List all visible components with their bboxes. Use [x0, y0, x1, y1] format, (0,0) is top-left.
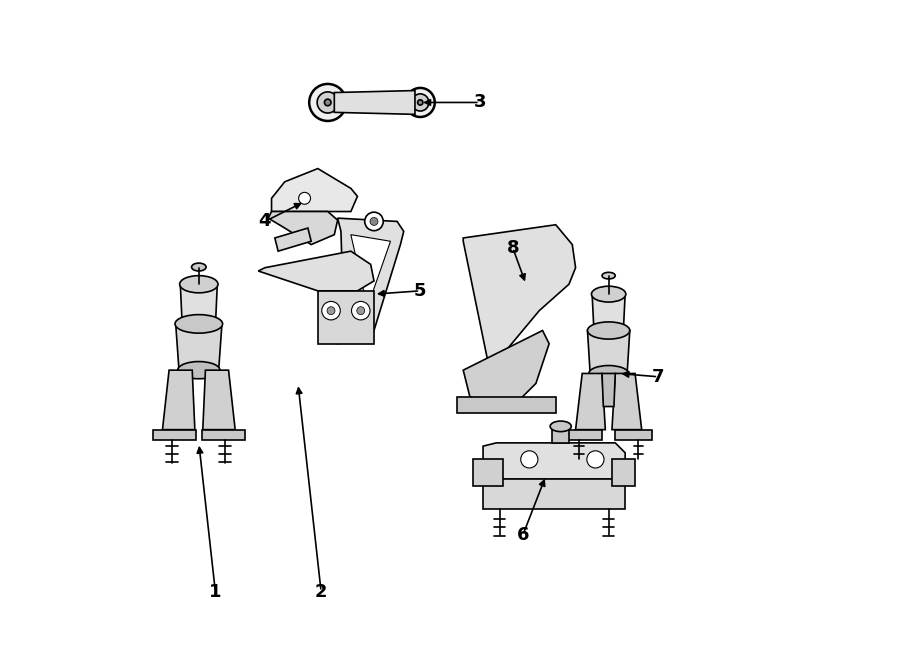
Text: 7: 7 — [652, 368, 664, 386]
Text: 2: 2 — [315, 582, 328, 601]
Ellipse shape — [177, 362, 220, 379]
Polygon shape — [334, 91, 415, 114]
Polygon shape — [464, 225, 576, 370]
Ellipse shape — [589, 366, 628, 381]
Ellipse shape — [182, 317, 216, 331]
Circle shape — [324, 99, 331, 106]
Ellipse shape — [550, 421, 572, 432]
Circle shape — [317, 92, 338, 113]
Polygon shape — [616, 430, 652, 440]
Polygon shape — [351, 235, 391, 307]
Polygon shape — [202, 370, 235, 430]
Polygon shape — [464, 330, 549, 410]
Text: 4: 4 — [258, 212, 271, 231]
Circle shape — [411, 94, 428, 111]
Polygon shape — [602, 373, 616, 407]
Polygon shape — [592, 294, 626, 334]
Circle shape — [310, 84, 346, 121]
Polygon shape — [483, 479, 626, 509]
Polygon shape — [331, 314, 364, 344]
Polygon shape — [176, 324, 222, 370]
Polygon shape — [258, 251, 374, 291]
Ellipse shape — [175, 315, 222, 333]
Polygon shape — [338, 218, 404, 334]
Circle shape — [521, 451, 538, 468]
Polygon shape — [163, 370, 195, 430]
Ellipse shape — [180, 276, 218, 293]
Polygon shape — [553, 430, 569, 443]
Circle shape — [356, 307, 365, 315]
Ellipse shape — [593, 324, 624, 337]
Polygon shape — [202, 430, 245, 440]
Polygon shape — [576, 373, 606, 430]
Text: 3: 3 — [473, 93, 486, 112]
Ellipse shape — [588, 322, 630, 339]
Text: 5: 5 — [414, 282, 427, 300]
Circle shape — [299, 192, 310, 204]
Polygon shape — [612, 373, 642, 430]
Polygon shape — [456, 397, 556, 413]
Circle shape — [322, 301, 340, 320]
Circle shape — [370, 217, 378, 225]
Ellipse shape — [192, 263, 206, 271]
Polygon shape — [268, 212, 338, 245]
Polygon shape — [566, 430, 602, 440]
Polygon shape — [473, 459, 503, 486]
Text: 8: 8 — [507, 239, 519, 257]
Text: 1: 1 — [209, 582, 221, 601]
Polygon shape — [180, 284, 217, 327]
Polygon shape — [588, 330, 630, 373]
Circle shape — [327, 307, 335, 315]
Polygon shape — [483, 443, 626, 479]
Polygon shape — [274, 228, 311, 251]
Text: 6: 6 — [517, 526, 529, 545]
Circle shape — [364, 212, 383, 231]
Circle shape — [406, 88, 435, 117]
Circle shape — [418, 100, 423, 105]
Circle shape — [352, 301, 370, 320]
Polygon shape — [272, 169, 357, 212]
Ellipse shape — [591, 286, 626, 302]
Circle shape — [587, 451, 604, 468]
Polygon shape — [612, 459, 635, 486]
Polygon shape — [152, 430, 195, 440]
Ellipse shape — [602, 272, 616, 279]
Polygon shape — [318, 291, 374, 344]
